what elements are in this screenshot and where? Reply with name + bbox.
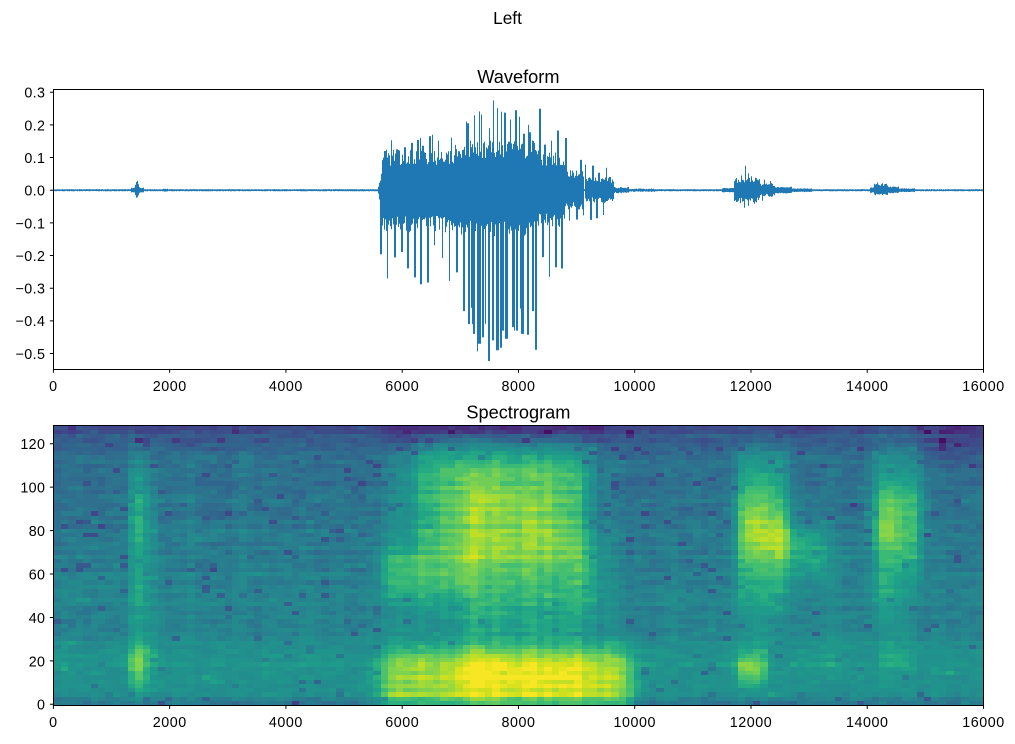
svg-text:0: 0	[37, 698, 45, 714]
svg-text:20: 20	[29, 654, 46, 670]
svg-text:2000: 2000	[153, 379, 187, 395]
svg-text:4000: 4000	[269, 715, 303, 731]
svg-text:−0.2: −0.2	[16, 249, 46, 265]
svg-text:Waveform: Waveform	[477, 67, 559, 87]
svg-text:16000: 16000	[962, 379, 1005, 395]
svg-text:6000: 6000	[385, 379, 419, 395]
svg-text:14000: 14000	[846, 379, 889, 395]
svg-text:2000: 2000	[153, 715, 187, 731]
svg-text:0.0: 0.0	[24, 184, 45, 200]
svg-text:8000: 8000	[501, 379, 535, 395]
svg-text:0.2: 0.2	[24, 118, 45, 134]
svg-text:0.3: 0.3	[24, 86, 45, 102]
svg-text:−0.1: −0.1	[16, 216, 46, 232]
svg-text:120: 120	[20, 437, 45, 453]
svg-text:10000: 10000	[613, 715, 656, 731]
svg-text:14000: 14000	[846, 715, 889, 731]
svg-text:16000: 16000	[962, 715, 1005, 731]
svg-text:−0.4: −0.4	[16, 314, 46, 330]
svg-text:10000: 10000	[613, 379, 656, 395]
svg-text:0.1: 0.1	[24, 151, 45, 167]
svg-text:12000: 12000	[730, 379, 773, 395]
svg-text:0: 0	[49, 715, 58, 731]
svg-text:−0.5: −0.5	[16, 347, 46, 363]
svg-text:80: 80	[29, 524, 46, 540]
svg-text:100: 100	[20, 481, 45, 497]
svg-text:60: 60	[29, 567, 46, 583]
svg-text:8000: 8000	[501, 715, 535, 731]
svg-text:0: 0	[49, 379, 58, 395]
svg-text:Spectrogram: Spectrogram	[466, 403, 570, 423]
svg-text:4000: 4000	[269, 379, 303, 395]
svg-text:−0.3: −0.3	[16, 282, 46, 298]
svg-text:Left: Left	[493, 8, 522, 28]
svg-text:12000: 12000	[730, 715, 773, 731]
svg-text:40: 40	[29, 611, 46, 627]
svg-text:6000: 6000	[385, 715, 419, 731]
